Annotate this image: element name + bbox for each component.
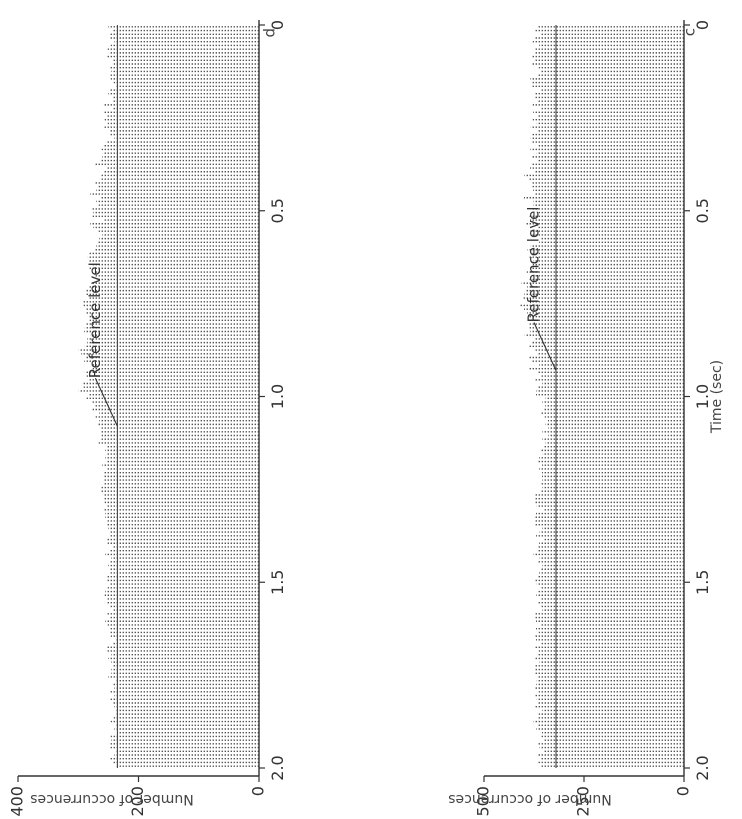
reference-level-label: Reference level: [86, 262, 104, 378]
value-tick-label: 400: [8, 786, 27, 817]
histogram-bars: [78, 26, 259, 767]
value-tick-label: 500: [474, 786, 493, 817]
time-tick-label: 0: [268, 20, 287, 30]
time-tick-label: 0.5: [693, 198, 712, 223]
value-axis-title: Number of occurrences: [30, 791, 194, 807]
reference-leader-line: [94, 377, 118, 427]
histogram-bars: [520, 26, 684, 767]
value-tick-label: 200: [128, 786, 147, 817]
time-tick-label: 0.5: [268, 198, 287, 223]
value-axis-title: Number of occurrences: [448, 791, 612, 807]
time-axis-title: Time (sec): [709, 360, 725, 434]
panel-letter: d: [261, 28, 279, 38]
time-tick-label: 1.5: [268, 570, 287, 595]
panel-letter: c: [681, 28, 699, 36]
time-tick-label: 1.5: [693, 570, 712, 595]
value-tick-label: 250: [574, 786, 593, 817]
time-tick-label: 0: [693, 20, 712, 30]
value-tick-label: 0: [249, 786, 268, 796]
value-tick-label: 0: [674, 786, 693, 796]
time-tick-label: 1.0: [268, 384, 287, 409]
time-tick-label: 1.0: [693, 384, 712, 409]
time-tick-label: 2.0: [268, 755, 287, 780]
reference-leader-line: [533, 322, 557, 371]
time-tick-label: 2.0: [693, 755, 712, 780]
reference-level-label: Reference level: [525, 207, 543, 323]
